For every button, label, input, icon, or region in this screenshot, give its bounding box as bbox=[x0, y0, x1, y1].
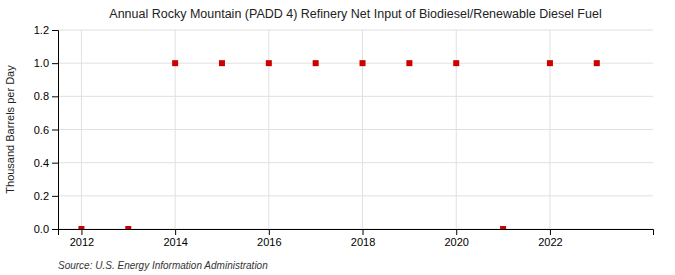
y-tick-label: 0.2 bbox=[34, 190, 49, 202]
y-tick-mark bbox=[52, 130, 58, 131]
point bbox=[453, 60, 459, 66]
y-tick-label: 1.0 bbox=[34, 57, 49, 69]
grid-line-x bbox=[81, 30, 82, 229]
y-tick-mark bbox=[52, 30, 58, 31]
grid-line-x bbox=[456, 30, 457, 229]
grid-line-y bbox=[58, 30, 653, 31]
annotation: Source: U.S. Energy Information Administ… bbox=[58, 260, 268, 271]
grid-line-x bbox=[362, 30, 363, 229]
point bbox=[125, 226, 131, 229]
y-tick-mark bbox=[52, 196, 58, 197]
chart-container: 2012 2014 2016 2018 2020 2022 0.0 0.2 0.4 0.6 0.8 1… bbox=[0, 0, 675, 275]
x-axis: 2012 2014 2016 2018 2020 2022 bbox=[59, 229, 654, 248]
y-tick-mark bbox=[52, 163, 58, 164]
y-tick-label: 0.4 bbox=[34, 157, 49, 169]
x-tick-label: 2020 bbox=[444, 236, 468, 248]
y-tick: 0.6 bbox=[34, 124, 58, 136]
y-axis: 0.0 0.2 0.4 0.6 0.8 1.0 1.2 bbox=[34, 24, 59, 235]
x-axis-line bbox=[59, 230, 654, 236]
y-tick-label: 0.0 bbox=[34, 223, 49, 235]
y-tick-mark bbox=[52, 63, 58, 64]
title: Annual Rocky Mountain (PADD 4) Refinery … bbox=[109, 7, 601, 21]
point bbox=[500, 226, 506, 229]
point bbox=[266, 60, 272, 66]
chart-svg: 2012 2014 2016 2018 2020 2022 0.0 0.2 0.4 0.6 0.8 1… bbox=[0, 0, 675, 275]
y-tick-label: 0.8 bbox=[34, 90, 49, 102]
x-tick-label: 2022 bbox=[538, 236, 562, 248]
x-tick: 2018 bbox=[351, 229, 375, 248]
x-tick: 2012 bbox=[70, 229, 94, 248]
x-tick-mark bbox=[269, 229, 270, 235]
y-tick-mark bbox=[52, 96, 58, 97]
y-tick-mark bbox=[52, 229, 58, 230]
y-tick-label: 0.6 bbox=[34, 124, 49, 136]
point bbox=[547, 60, 553, 66]
points bbox=[78, 60, 599, 229]
grid-line-x bbox=[175, 30, 176, 229]
point bbox=[594, 60, 600, 66]
point bbox=[172, 60, 178, 66]
x-tick-label: 2012 bbox=[70, 236, 94, 248]
y-tick: 1.0 bbox=[34, 57, 58, 69]
x-tick: 2022 bbox=[538, 229, 562, 248]
grid-line-y bbox=[58, 96, 653, 97]
x-tick-label: 2014 bbox=[163, 236, 187, 248]
y-axis-title: Thousand Barrels per Day bbox=[4, 65, 16, 194]
x-tick: 2016 bbox=[257, 229, 281, 248]
x-tick-mark bbox=[456, 229, 457, 235]
y-axis-line bbox=[52, 31, 59, 230]
grid-line-y bbox=[58, 162, 653, 163]
point bbox=[219, 60, 225, 66]
x-tick-label: 2018 bbox=[351, 236, 375, 248]
y-tick: 1.2 bbox=[34, 24, 58, 36]
point bbox=[78, 226, 84, 229]
y-tick-label: 1.2 bbox=[34, 24, 49, 36]
x-tick-mark bbox=[81, 229, 82, 235]
grid-line-y bbox=[58, 129, 653, 130]
point bbox=[360, 60, 366, 66]
x-tick-mark bbox=[363, 229, 364, 235]
x-tick-mark bbox=[175, 229, 176, 235]
x-tick: 2014 bbox=[163, 229, 187, 248]
grid-line-y bbox=[58, 63, 653, 64]
point bbox=[406, 60, 412, 66]
grid-line-x bbox=[268, 30, 269, 229]
y-tick: 0.2 bbox=[34, 190, 58, 202]
x-tick: 2020 bbox=[444, 229, 468, 248]
y-tick: 0.4 bbox=[34, 157, 58, 169]
point bbox=[313, 60, 319, 66]
grid-line-y bbox=[58, 195, 653, 196]
y-tick: 0.0 bbox=[34, 223, 58, 235]
x-tick-label: 2016 bbox=[257, 236, 281, 248]
grid-line-x bbox=[549, 30, 550, 229]
x-tick-mark bbox=[550, 229, 551, 235]
y-tick: 0.8 bbox=[34, 90, 58, 102]
plot-area: 2012 2014 2016 2018 2020 2022 0.0 0.2 0.4 0.6 0.8 1… bbox=[34, 24, 654, 248]
grid bbox=[58, 30, 653, 229]
